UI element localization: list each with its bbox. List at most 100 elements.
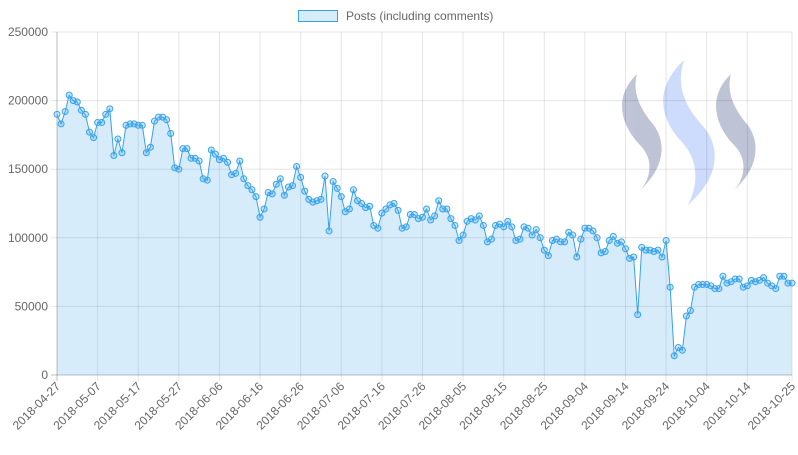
data-point[interactable] <box>654 246 662 254</box>
data-point[interactable] <box>118 149 126 157</box>
data-point[interactable] <box>561 238 569 246</box>
data-point[interactable] <box>443 205 451 213</box>
data-point[interactable] <box>455 237 463 245</box>
data-point[interactable] <box>146 143 154 151</box>
data-point[interactable] <box>788 279 796 287</box>
data-point[interactable] <box>73 98 81 106</box>
data-point[interactable] <box>475 212 483 220</box>
data-point[interactable] <box>268 190 276 198</box>
data-point[interactable] <box>366 202 374 210</box>
data-point[interactable] <box>232 169 240 177</box>
data-point[interactable] <box>280 191 288 199</box>
data-point[interactable] <box>236 157 244 165</box>
data-point[interactable] <box>224 158 232 166</box>
data-point[interactable] <box>256 213 264 221</box>
data-point[interactable] <box>211 150 219 158</box>
data-point[interactable] <box>301 187 309 195</box>
data-point[interactable] <box>508 223 516 231</box>
data-point[interactable] <box>207 146 215 154</box>
data-point[interactable] <box>577 235 585 243</box>
data-point[interactable] <box>760 274 768 282</box>
data-point[interactable] <box>81 110 89 118</box>
data-point[interactable] <box>544 252 552 260</box>
data-point[interactable] <box>593 234 601 242</box>
data-point[interactable] <box>114 135 122 143</box>
data-point[interactable] <box>329 178 337 186</box>
data-point[interactable] <box>447 215 455 223</box>
data-point[interactable] <box>423 205 431 213</box>
data-point[interactable] <box>715 285 723 293</box>
data-point[interactable] <box>589 227 597 235</box>
data-point[interactable] <box>317 195 325 203</box>
data-point[interactable] <box>617 238 625 246</box>
data-point[interactable] <box>609 232 617 240</box>
data-point[interactable] <box>345 205 353 213</box>
data-point[interactable] <box>297 173 305 181</box>
data-point[interactable] <box>678 346 686 354</box>
data-point[interactable] <box>61 108 69 116</box>
data-point[interactable] <box>528 231 536 239</box>
data-point[interactable] <box>504 217 512 225</box>
data-point[interactable] <box>289 182 297 190</box>
data-point[interactable] <box>57 120 65 128</box>
data-point[interactable] <box>349 186 357 194</box>
data-point[interactable] <box>516 235 524 243</box>
data-point[interactable] <box>260 205 268 213</box>
data-point[interactable] <box>630 253 638 261</box>
data-point[interactable] <box>98 119 106 127</box>
data-point[interactable] <box>532 226 540 234</box>
data-point[interactable] <box>431 212 439 220</box>
data-point[interactable] <box>382 205 390 213</box>
data-point[interactable] <box>272 180 280 188</box>
data-point[interactable] <box>77 106 85 114</box>
data-point[interactable] <box>500 223 508 231</box>
data-point[interactable] <box>110 151 118 159</box>
data-point[interactable] <box>658 253 666 261</box>
data-point[interactable] <box>540 246 548 254</box>
data-point[interactable] <box>102 110 110 118</box>
data-point[interactable] <box>106 105 114 113</box>
data-point[interactable] <box>451 221 459 229</box>
data-point[interactable] <box>479 221 487 229</box>
data-point[interactable] <box>772 285 780 293</box>
data-point[interactable] <box>459 231 467 239</box>
data-point[interactable] <box>325 227 333 235</box>
data-point[interactable] <box>150 117 158 125</box>
data-point[interactable] <box>601 248 609 256</box>
data-point[interactable] <box>183 145 191 153</box>
data-point[interactable] <box>163 116 171 124</box>
data-point[interactable] <box>735 275 743 283</box>
data-point[interactable] <box>90 134 98 142</box>
data-point[interactable] <box>85 128 93 136</box>
data-point[interactable] <box>390 200 398 207</box>
data-point[interactable] <box>293 162 301 170</box>
data-point[interactable] <box>666 283 674 291</box>
data-point[interactable] <box>53 110 61 118</box>
data-point[interactable] <box>427 216 435 224</box>
data-point[interactable] <box>203 176 211 184</box>
data-point[interactable] <box>358 200 366 207</box>
data-point[interactable] <box>65 91 73 99</box>
data-point[interactable] <box>686 307 694 315</box>
data-point[interactable] <box>167 130 175 138</box>
data-point[interactable] <box>743 282 751 290</box>
data-point[interactable] <box>378 209 386 217</box>
data-point[interactable] <box>276 175 284 183</box>
data-point[interactable] <box>138 121 146 129</box>
data-point[interactable] <box>248 186 256 194</box>
data-point[interactable] <box>622 245 630 253</box>
data-point[interactable] <box>719 272 727 280</box>
data-point[interactable] <box>435 197 443 205</box>
data-point[interactable] <box>240 175 248 183</box>
data-point[interactable] <box>605 237 613 245</box>
data-point[interactable] <box>402 223 410 231</box>
data-point[interactable] <box>410 210 418 218</box>
data-point[interactable] <box>175 165 183 173</box>
data-point[interactable] <box>333 184 341 192</box>
data-point[interactable] <box>374 224 382 232</box>
chart-legend[interactable]: Posts (including comments) <box>298 8 493 24</box>
data-point[interactable] <box>780 272 788 280</box>
data-point[interactable] <box>252 193 260 201</box>
data-point[interactable] <box>321 172 329 180</box>
data-point[interactable] <box>219 154 227 162</box>
